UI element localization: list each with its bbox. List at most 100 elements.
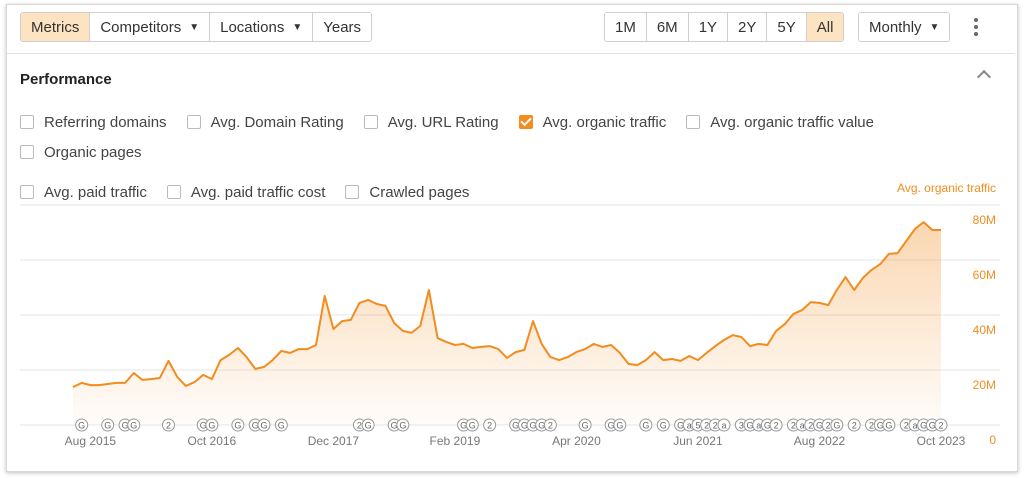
range-label: 5Y [777, 18, 796, 36]
tab-label: Locations [220, 18, 285, 36]
checkbox [20, 185, 34, 199]
checkbox [345, 185, 360, 199]
y-tick-label: 20M [973, 378, 996, 392]
annotation-marker [847, 418, 861, 432]
annotation-label: a [912, 421, 917, 431]
range-button[interactable]: 6M [646, 13, 689, 41]
annotation-label: 2 [938, 421, 943, 431]
x-tick-label: Dec 2017 [308, 434, 360, 448]
annotation-label: G [816, 421, 823, 431]
caret: ▼ [929, 21, 940, 33]
annotation-label: G [391, 421, 398, 431]
metric-checkbox[interactable]: Avg. paid traffic cost [166, 182, 326, 202]
annotation-label: G [764, 421, 771, 431]
annotation-label: G [399, 421, 406, 431]
tab[interactable]: Years [313, 13, 372, 41]
annotation-marker [656, 418, 670, 432]
annotation-marker [127, 418, 141, 432]
metric-checkbox[interactable]: Avg. organic traffic [518, 112, 667, 132]
range-group: 1M 6M 1Y 2Y 5Y All [604, 12, 845, 42]
annotation-label: G [460, 421, 467, 431]
checkbox [20, 145, 34, 159]
annotation-marker [830, 418, 844, 432]
annotation-marker [483, 418, 497, 432]
separator [7, 53, 1015, 54]
tab[interactable]: Competitors ▼ [90, 13, 211, 41]
annotation-marker [101, 418, 115, 432]
x-tick-label: Aug 2015 [65, 434, 117, 448]
more-menu[interactable] [974, 18, 978, 36]
range-button[interactable]: 5Y [767, 13, 807, 41]
metric-checkbox[interactable]: Avg. URL Rating [363, 112, 499, 132]
annotation-marker [257, 418, 271, 432]
annotation-label: G [122, 421, 129, 431]
tab[interactable]: Metrics [21, 13, 91, 41]
interval-label: Monthly [869, 18, 922, 36]
checkbox [518, 115, 533, 129]
annotation-label: 2 [166, 421, 171, 431]
metric-label: Referring domains [44, 113, 167, 131]
annotation-marker [274, 418, 288, 432]
annotation-label: 2 [487, 421, 492, 431]
annotation-label: 2 [904, 421, 909, 431]
range-button[interactable]: 1Y [688, 13, 729, 41]
annotation-marker [717, 418, 731, 432]
annotation-label: 2 [869, 421, 874, 431]
annotation-label: G [469, 421, 476, 431]
annotation-label: G [200, 421, 207, 431]
annotation-label: G [365, 421, 372, 431]
range-label: 2Y [738, 18, 757, 36]
annotation-label: G [616, 421, 623, 431]
annotation-label: 2 [852, 421, 857, 431]
caret: ▼ [189, 21, 200, 33]
annotation-marker [75, 418, 89, 432]
metric-label: Avg. paid traffic [44, 183, 147, 201]
annotation-label: G [521, 421, 528, 431]
metric-checkbox[interactable]: Avg. organic traffic value [686, 112, 874, 132]
tab[interactable]: Locations ▼ [210, 13, 314, 41]
metric-checkbox[interactable]: Crawled pages [345, 182, 469, 202]
x-tick-label: Oct 2023 [917, 434, 966, 448]
annotation-label: G [677, 421, 684, 431]
y-tick-label: 40M [973, 323, 996, 337]
metric-label: Organic pages [44, 143, 142, 161]
metric-checkbox[interactable]: Avg. paid traffic [20, 182, 147, 202]
range-label: All [816, 18, 834, 36]
y-tick-label: 0 [989, 433, 996, 447]
metric-checkbox[interactable]: Referring domains [20, 112, 167, 132]
annotation-label: 5 [695, 421, 700, 431]
annotation-marker [882, 418, 896, 432]
annotation-marker [639, 418, 653, 432]
annotation-label: G [660, 421, 667, 431]
range-button[interactable]: 1M [605, 13, 647, 41]
annotation-label: 3 [739, 421, 744, 431]
annotation-label: a [687, 421, 692, 431]
annotation-label: a [800, 421, 805, 431]
caret: ▼ [292, 21, 303, 33]
annotation-marker [543, 418, 557, 432]
annotation-label: G [104, 421, 111, 431]
metric-checkbox[interactable]: Avg. Domain Rating [186, 112, 344, 132]
checkbox [20, 115, 34, 129]
metric-label: Avg. organic traffic [542, 113, 667, 131]
interval-group: Monthly ▼ [858, 12, 951, 42]
checkbox [686, 115, 701, 129]
tab-label: Years [323, 18, 362, 36]
annotation-marker [613, 418, 627, 432]
annotation-marker [769, 418, 783, 432]
checkbox [166, 185, 181, 199]
area-fill [73, 222, 941, 425]
x-tick-label: Feb 2019 [430, 434, 481, 448]
metric-label: Avg. paid traffic cost [190, 183, 326, 201]
x-tick-label: Jun 2021 [673, 434, 723, 448]
metric-checkbox[interactable]: Organic pages [20, 142, 142, 162]
annotation-label: G [833, 421, 840, 431]
interval-select[interactable]: Monthly ▼ [859, 13, 950, 41]
annotation-label: G [747, 421, 754, 431]
annotation-label: G [252, 421, 259, 431]
range-button[interactable]: 2Y [728, 13, 768, 41]
range-button[interactable]: All [806, 13, 844, 41]
annotation-marker [205, 418, 219, 432]
annotation-label: 2 [808, 421, 813, 431]
